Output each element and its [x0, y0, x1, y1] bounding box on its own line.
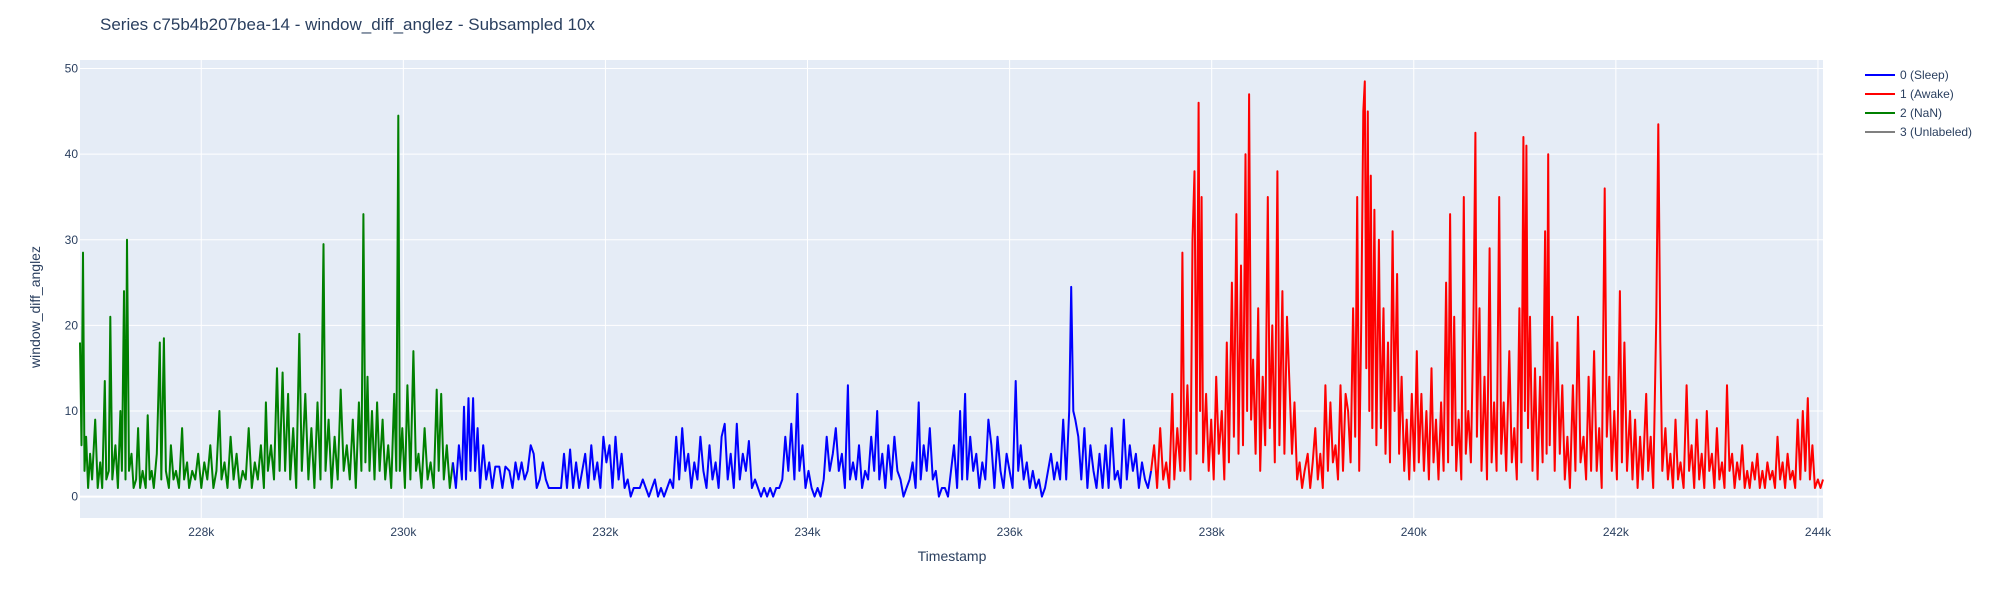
y-tick-label: 20 — [65, 318, 79, 332]
plot-area — [80, 60, 1823, 518]
y-tick-label: 30 — [65, 233, 79, 247]
legend-label[interactable]: 1 (Awake) — [1900, 87, 1954, 101]
chart-title: Series c75b4b207bea-14 - window_diff_ang… — [100, 15, 595, 34]
y-tick-label: 10 — [65, 404, 79, 418]
series-layer — [79, 80, 1824, 498]
y-tick-label: 40 — [65, 147, 79, 161]
series-line-0-sleep — [451, 285, 1153, 498]
x-axis-title: Timestamp — [918, 548, 987, 564]
x-axis: 228k 230k 232k 234k 236k 238k 240k 242k 244k — [188, 525, 1832, 539]
x-tick-label: 240k — [1401, 525, 1428, 539]
series-line-2-nan — [79, 114, 454, 489]
y-axis: 0 10 20 30 40 50 — [65, 62, 79, 504]
grid-lines — [80, 60, 1823, 518]
x-tick-label: 232k — [592, 525, 619, 539]
legend-label[interactable]: 3 (Unlabeled) — [1900, 125, 1972, 139]
y-tick-label: 50 — [65, 62, 79, 76]
legend-label[interactable]: 2 (NaN) — [1900, 106, 1942, 120]
legend[interactable]: 0 (Sleep) 1 (Awake) 2 (NaN) 3 (Unlabeled) — [1865, 68, 1972, 139]
legend-label[interactable]: 0 (Sleep) — [1900, 68, 1949, 82]
y-tick-label: 0 — [71, 490, 78, 504]
series-line-1-awake — [1150, 80, 1824, 489]
y-axis-title: window_diff_anglez — [27, 246, 43, 369]
x-tick-label: 238k — [1199, 525, 1226, 539]
x-tick-label: 242k — [1603, 525, 1630, 539]
x-tick-label: 236k — [997, 525, 1024, 539]
x-tick-label: 244k — [1805, 525, 1832, 539]
x-tick-label: 234k — [794, 525, 821, 539]
x-tick-label: 230k — [390, 525, 417, 539]
x-tick-label: 228k — [188, 525, 215, 539]
